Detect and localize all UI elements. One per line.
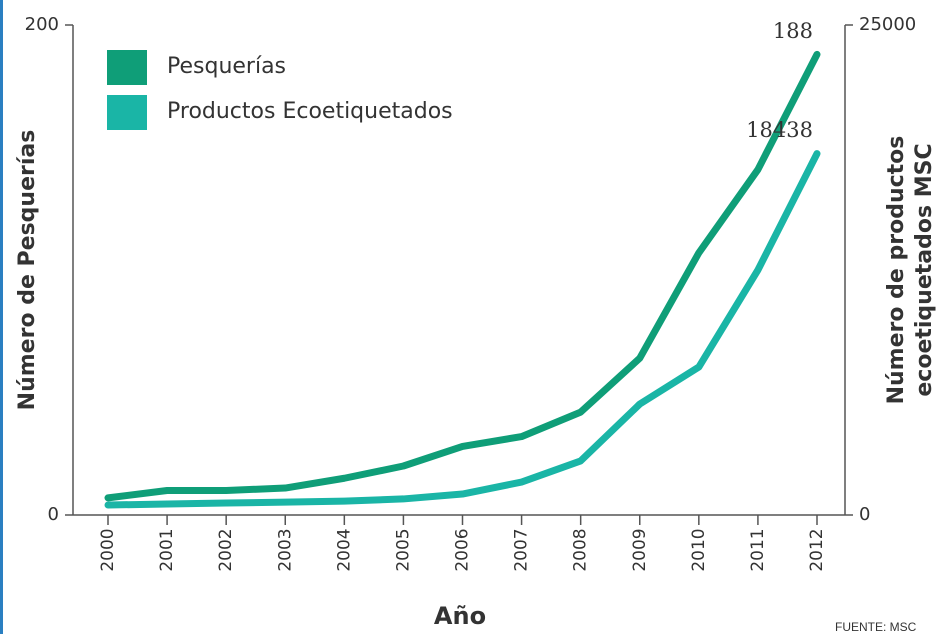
- x-tick-label: 2001: [157, 528, 177, 571]
- x-tick-label: 2005: [393, 528, 413, 571]
- legend-label: Productos Ecoetiquetados: [167, 99, 453, 124]
- x-tick-label: 2009: [630, 528, 650, 571]
- source: FUENTE: MSC: [835, 620, 917, 634]
- line-series: [104, 50, 821, 502]
- legend-swatch: [107, 50, 147, 85]
- x-tick-label: 2011: [748, 528, 768, 571]
- legend-swatch: [107, 95, 147, 130]
- x-tick-label: 2010: [689, 528, 709, 571]
- x-tick-label: 2000: [98, 528, 118, 571]
- data-label: 188: [773, 19, 813, 43]
- y-tick-label: 200: [25, 14, 59, 35]
- x-axis-label: Año: [434, 602, 486, 630]
- x-tick-label: 2002: [216, 528, 236, 571]
- y2-tick-label: 0: [859, 504, 870, 525]
- data-label: 18438: [746, 118, 813, 142]
- y2-tick-label: 25000: [859, 14, 916, 35]
- x-tick-label: 2003: [275, 528, 295, 571]
- edge-strip: [0, 0, 3, 634]
- line-series: [104, 150, 821, 509]
- x-tick-label: 2008: [571, 528, 591, 571]
- y-tick-label: 0: [48, 504, 59, 525]
- x-tick-label: 2004: [334, 528, 354, 571]
- y2-axis-label: Número de productos: [884, 136, 909, 405]
- x-tick-label: 2006: [453, 528, 473, 571]
- x-tick-label: 2012: [807, 528, 827, 571]
- x-tick-label: 2007: [512, 528, 532, 571]
- y2-axis-label: ecoetiquetados MSC: [912, 143, 937, 396]
- legend-label: Pesquerías: [167, 54, 286, 79]
- y-axis-label: Número de Pesquerías: [15, 130, 40, 411]
